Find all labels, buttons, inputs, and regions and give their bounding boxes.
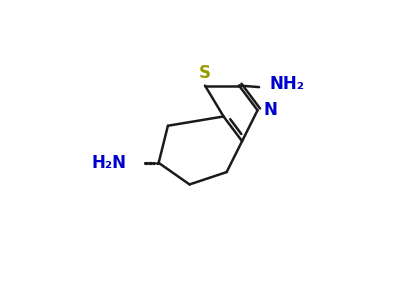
Text: N: N [263,101,277,119]
Text: NH₂: NH₂ [270,75,305,93]
Text: H₂N: H₂N [91,154,126,172]
Text: S: S [199,64,211,82]
